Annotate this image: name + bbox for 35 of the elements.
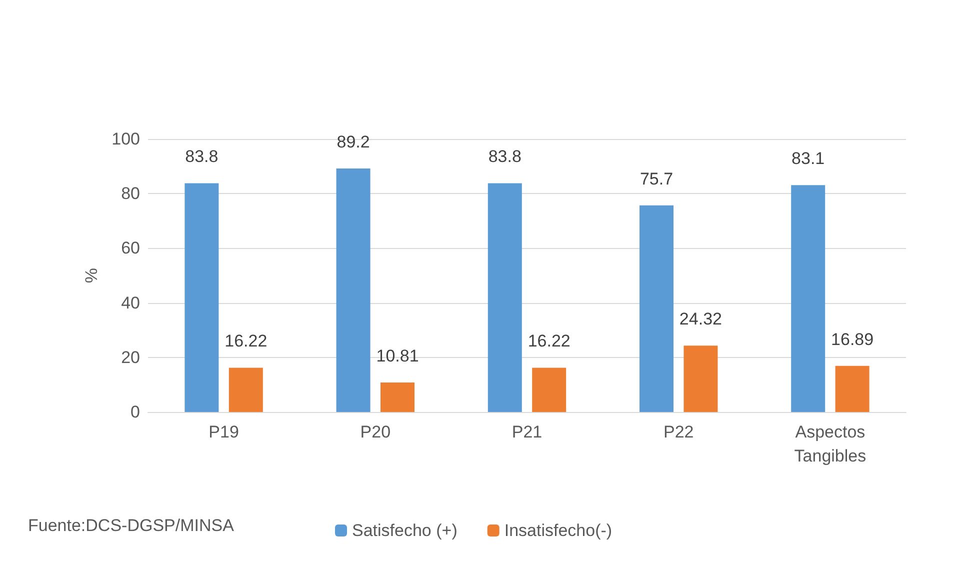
data-label: 83.8 xyxy=(488,147,522,166)
data-label: 89.2 xyxy=(336,132,370,152)
bar xyxy=(640,205,674,412)
data-label: 83.1 xyxy=(792,149,825,168)
bar xyxy=(532,368,566,412)
x-tick-label: P19 xyxy=(208,422,239,442)
y-tick-label: 20 xyxy=(121,348,140,367)
bar xyxy=(684,346,718,412)
legend-label: Satisfecho (+) xyxy=(352,521,458,540)
data-label: 10.81 xyxy=(376,346,419,366)
bar xyxy=(380,382,414,412)
bar xyxy=(488,183,522,412)
bar xyxy=(184,183,219,412)
bar xyxy=(336,168,370,412)
x-tick-label: Aspectos Tangibles xyxy=(794,422,866,466)
bar xyxy=(791,185,826,412)
y-tick-label: 60 xyxy=(121,238,140,258)
source-note: Fuente:DCS-DGSP/MINSA xyxy=(28,516,235,535)
y-tick-label: 40 xyxy=(121,293,140,312)
x-tick-label: P21 xyxy=(512,422,542,442)
x-tick-label: P20 xyxy=(360,422,391,442)
data-label: 83.8 xyxy=(185,147,218,166)
bar xyxy=(835,366,870,412)
y-tick-label: 0 xyxy=(130,402,140,422)
data-label: 16.89 xyxy=(831,330,874,349)
y-axis-title: % xyxy=(82,268,101,284)
y-tick-label: 100 xyxy=(112,130,140,148)
x-tick-label: P22 xyxy=(663,422,694,442)
legend-label: Insatisfecho(-) xyxy=(504,521,612,540)
data-label: 16.22 xyxy=(528,332,570,351)
y-tick-label: 80 xyxy=(121,184,140,204)
bar xyxy=(228,368,263,412)
data-label: 75.7 xyxy=(640,169,674,188)
data-label: 16.22 xyxy=(224,332,268,351)
data-label: 24.32 xyxy=(679,310,722,329)
